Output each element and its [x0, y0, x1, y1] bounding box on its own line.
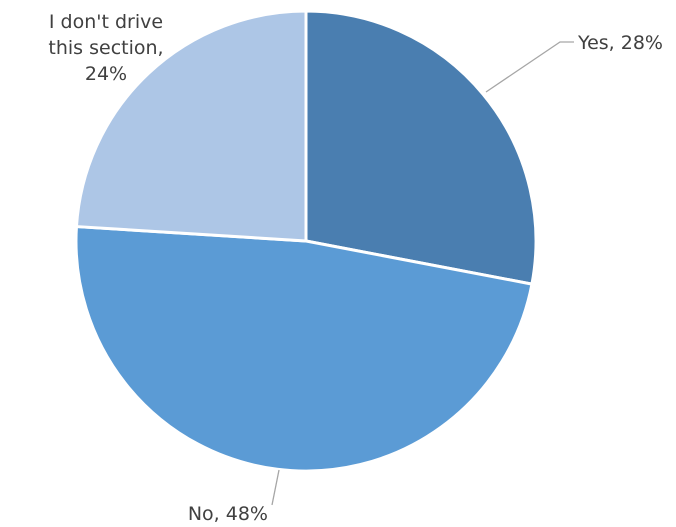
data-label-no: No, 48%: [188, 503, 268, 525]
leader-line-no: [271, 469, 280, 506]
data-label-line: I don't drive: [49, 11, 163, 33]
pie-slice-i-don-t-drive-this-section: [74, 9, 308, 243]
data-labels: Yes, 28% No, 48% I don't drive this section…: [48, 11, 663, 525]
data-label-line: No, 48%: [188, 503, 268, 525]
data-label-yes: Yes, 28%: [577, 32, 663, 54]
data-label-line: 24%: [85, 63, 127, 85]
leader-line-yes: [485, 41, 574, 93]
data-label-i-don-t-drive-this-section: I don't drive this section, 24%: [48, 11, 163, 85]
data-label-line: Yes, 28%: [577, 32, 663, 54]
pie-slice-yes: [304, 9, 538, 286]
data-label-line: this section,: [48, 37, 163, 59]
pie-slices: [74, 9, 538, 473]
leader-lines: [271, 41, 574, 506]
pie-slice-no: [74, 225, 534, 473]
